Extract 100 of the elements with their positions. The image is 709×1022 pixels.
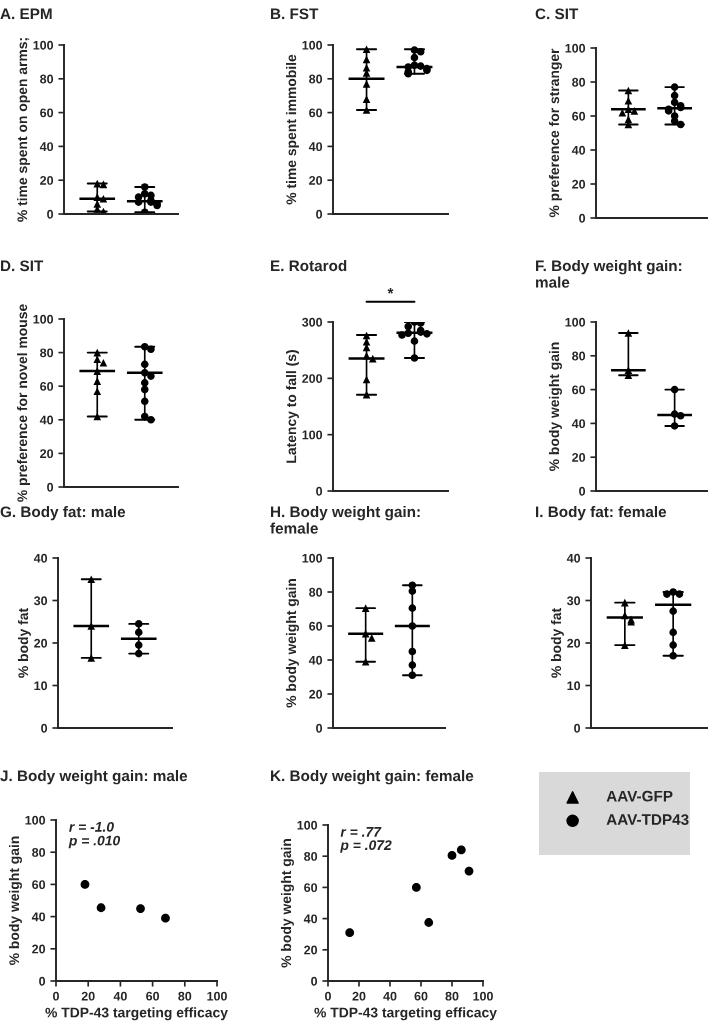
y-axis-title: Latency to fall (s) [286, 350, 299, 463]
y-tick-label: 0 [41, 723, 48, 733]
y-tick-label: 0 [39, 976, 46, 986]
y-tick-label: 60 [304, 883, 318, 893]
y-tick-label: 20 [32, 944, 46, 954]
x-tick-label: 60 [414, 991, 428, 1001]
chart-title: F. Body weight gain: male [536, 260, 682, 288]
x-tick-label: 40 [383, 991, 397, 1001]
y-tick-label: 40 [303, 914, 318, 924]
y-tick-label: 100 [565, 317, 586, 327]
y-tick-label: 0 [47, 209, 54, 219]
y-tick-label: 200 [302, 374, 323, 383]
y-tick-label: 40 [566, 553, 581, 563]
y-axis-title: % time spent immobile [286, 54, 299, 205]
y-tick-label: 80 [572, 77, 586, 87]
y-tick-label: 100 [33, 314, 54, 324]
y-tick-label: 20 [40, 449, 54, 459]
y-tick-label: 100 [302, 430, 323, 440]
y-tick-label: 30 [566, 596, 581, 606]
y-tick-label: 60 [572, 385, 586, 395]
chart-title: H. Body weight gain: female [270, 506, 420, 534]
y-tick-label: 60 [572, 111, 586, 121]
chart-title: E. Rotarod [271, 260, 347, 272]
y-tick-label: 60 [309, 108, 323, 118]
y-tick-label: 0 [316, 486, 323, 496]
y-axis-title: % body fat [17, 608, 31, 678]
y-tick-label: 0 [316, 723, 323, 733]
y-tick-label: 40 [33, 553, 48, 563]
y-axis-title: % body weight gain [548, 342, 562, 471]
y-tick-label: 0 [579, 486, 586, 496]
y-tick-label: 80 [572, 351, 586, 361]
y-tick-label: 20 [309, 689, 323, 699]
y-tick-label: 20 [304, 945, 318, 955]
chart-title: J. Body weight gain: male [0, 770, 188, 785]
annotation: p = .072 [340, 840, 392, 853]
y-tick-label: 100 [565, 43, 586, 53]
y-tick-label: 60 [32, 880, 46, 890]
y-tick-label: 40 [39, 142, 54, 152]
y-tick-label: 20 [567, 638, 581, 648]
y-tick-label: 40 [31, 912, 46, 922]
y-tick-label: 60 [40, 108, 54, 118]
y-tick-label: 20 [572, 179, 586, 189]
y-axis-title: % body weight gain [280, 839, 294, 968]
text: * [387, 288, 394, 294]
chart-title: G. Body fat: male [0, 506, 126, 521]
chart-title: B. FST [271, 8, 319, 20]
y-tick-label: 300 [302, 317, 323, 327]
y-axis-title: % body weight gain [8, 836, 22, 965]
y-tick-label: 80 [32, 848, 46, 857]
y-tick-label: 0 [579, 213, 586, 223]
y-tick-label: 40 [308, 142, 323, 152]
y-tick-label: 60 [309, 621, 323, 631]
x-axis-title: % TDP-43 targeting efficacy [314, 1007, 497, 1021]
y-tick-label: 80 [40, 74, 54, 84]
x-tick-label: 20 [352, 991, 366, 1001]
legend-label: AAV-TDP43 [606, 814, 689, 825]
y-tick-label: 20 [34, 638, 48, 648]
y-tick-label: 100 [33, 40, 54, 50]
y-tick-label: 100 [302, 40, 323, 50]
y-tick-label: 100 [302, 553, 323, 563]
y-tick-label: 40 [571, 419, 586, 429]
annotation: r = -1.0 [69, 821, 114, 832]
x-tick-label: 0 [325, 991, 331, 1001]
y-tick-label: 80 [309, 587, 323, 597]
x-tick-label: 100 [473, 991, 493, 1001]
y-tick-label: 40 [308, 655, 323, 665]
chart-title: C. SIT [535, 8, 579, 20]
y-tick-label: 100 [25, 815, 46, 825]
y-tick-label: 40 [571, 145, 586, 155]
y-tick-label: 0 [47, 482, 54, 492]
annotation: p = .010 [68, 835, 121, 849]
y-tick-label: 60 [40, 382, 54, 391]
y-axis-title: % body weight gain [285, 579, 299, 708]
y-tick-label: 100 [297, 820, 318, 830]
y-tick-label: 10 [567, 681, 581, 691]
y-tick-label: 30 [33, 596, 48, 606]
y-tick-label: 40 [39, 415, 54, 425]
x-tick-label: 80 [178, 991, 192, 1001]
annotation: r = .77 [340, 827, 382, 837]
y-axis-title: % preference for novel mouse [17, 304, 30, 502]
y-tick-label: 10 [34, 681, 48, 691]
chart-title: I. Body fat: female [536, 506, 667, 521]
x-tick-label: 20 [81, 991, 95, 1001]
x-axis-title: % TDP-43 targeting efficacy [45, 1007, 228, 1021]
y-axis-title: % time spent on open arms; [17, 38, 30, 222]
x-tick-label: 40 [113, 991, 127, 1001]
y-tick-label: 0 [311, 976, 318, 986]
legend-label: AAV-GFP [606, 790, 673, 802]
chart-title: K. Body weight gain: female [271, 770, 474, 785]
y-axis-title: % preference for stranger [548, 48, 562, 218]
chart-title: D. SIT [1, 260, 44, 272]
y-tick-label: 0 [574, 723, 581, 733]
y-tick-label: 20 [40, 176, 54, 185]
y-axis-title: % body fat [550, 608, 564, 678]
x-tick-label: 60 [146, 991, 160, 1001]
x-tick-label: 100 [207, 991, 227, 1001]
y-tick-label: 20 [572, 453, 586, 462]
x-tick-label: 80 [445, 991, 459, 1001]
y-tick-label: 0 [316, 209, 323, 219]
y-tick-label: 80 [40, 348, 54, 358]
